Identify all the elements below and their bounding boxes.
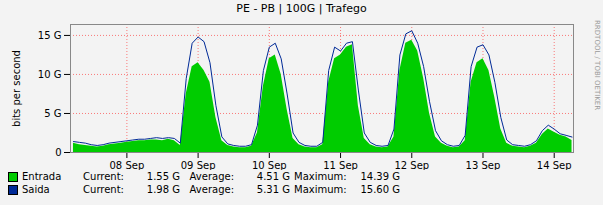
svg-text:11 Sep: 11 Sep bbox=[323, 160, 358, 170]
html-text:5.31 G: 5.31 G bbox=[256, 184, 290, 195]
svg-text:14 Sep: 14 Sep bbox=[537, 160, 572, 170]
html-text:1.55 G: 1.55 G bbox=[146, 171, 180, 182]
svg-text:08 Sep: 08 Sep bbox=[110, 160, 145, 170]
svg-text:09 Sep: 09 Sep bbox=[181, 160, 216, 170]
html-text:14.39 G: 14.39 G bbox=[360, 171, 400, 182]
svg-text:13 Sep: 13 Sep bbox=[466, 160, 501, 170]
html-text:1.98 G: 1.98 G bbox=[146, 184, 180, 195]
html-text:PE - PB | 100G | Trafego: PE - PB | 100G | Trafego bbox=[236, 2, 367, 15]
svg-text:0: 0 bbox=[55, 147, 61, 158]
html-text:Maximum:: Maximum: bbox=[294, 171, 347, 182]
html-text:15.60 G: 15.60 G bbox=[360, 184, 400, 195]
html-text:Current:: Current: bbox=[83, 171, 124, 182]
svg-text:12 Sep: 12 Sep bbox=[394, 160, 429, 170]
html-text:Maximum:: Maximum: bbox=[294, 184, 347, 195]
html-text:Average:: Average: bbox=[189, 171, 234, 182]
svg-text:10 Sep: 10 Sep bbox=[252, 160, 287, 170]
svg-text:bits per second: bits per second bbox=[11, 50, 22, 127]
svg-text:5 G: 5 G bbox=[44, 108, 61, 119]
html-text:Average:: Average: bbox=[189, 184, 234, 195]
svg-text:10 G: 10 G bbox=[38, 69, 62, 80]
html-text:RRDTOOL / TOBI OETIKER: RRDTOOL / TOBI OETIKER bbox=[593, 20, 601, 111]
html-text:4.51 G: 4.51 G bbox=[256, 171, 290, 182]
svg-text:15 G: 15 G bbox=[38, 30, 62, 41]
html-text:Current:: Current: bbox=[83, 184, 124, 195]
html-text:Entrada: Entrada bbox=[22, 171, 62, 182]
html-text:Saida: Saida bbox=[22, 184, 50, 195]
